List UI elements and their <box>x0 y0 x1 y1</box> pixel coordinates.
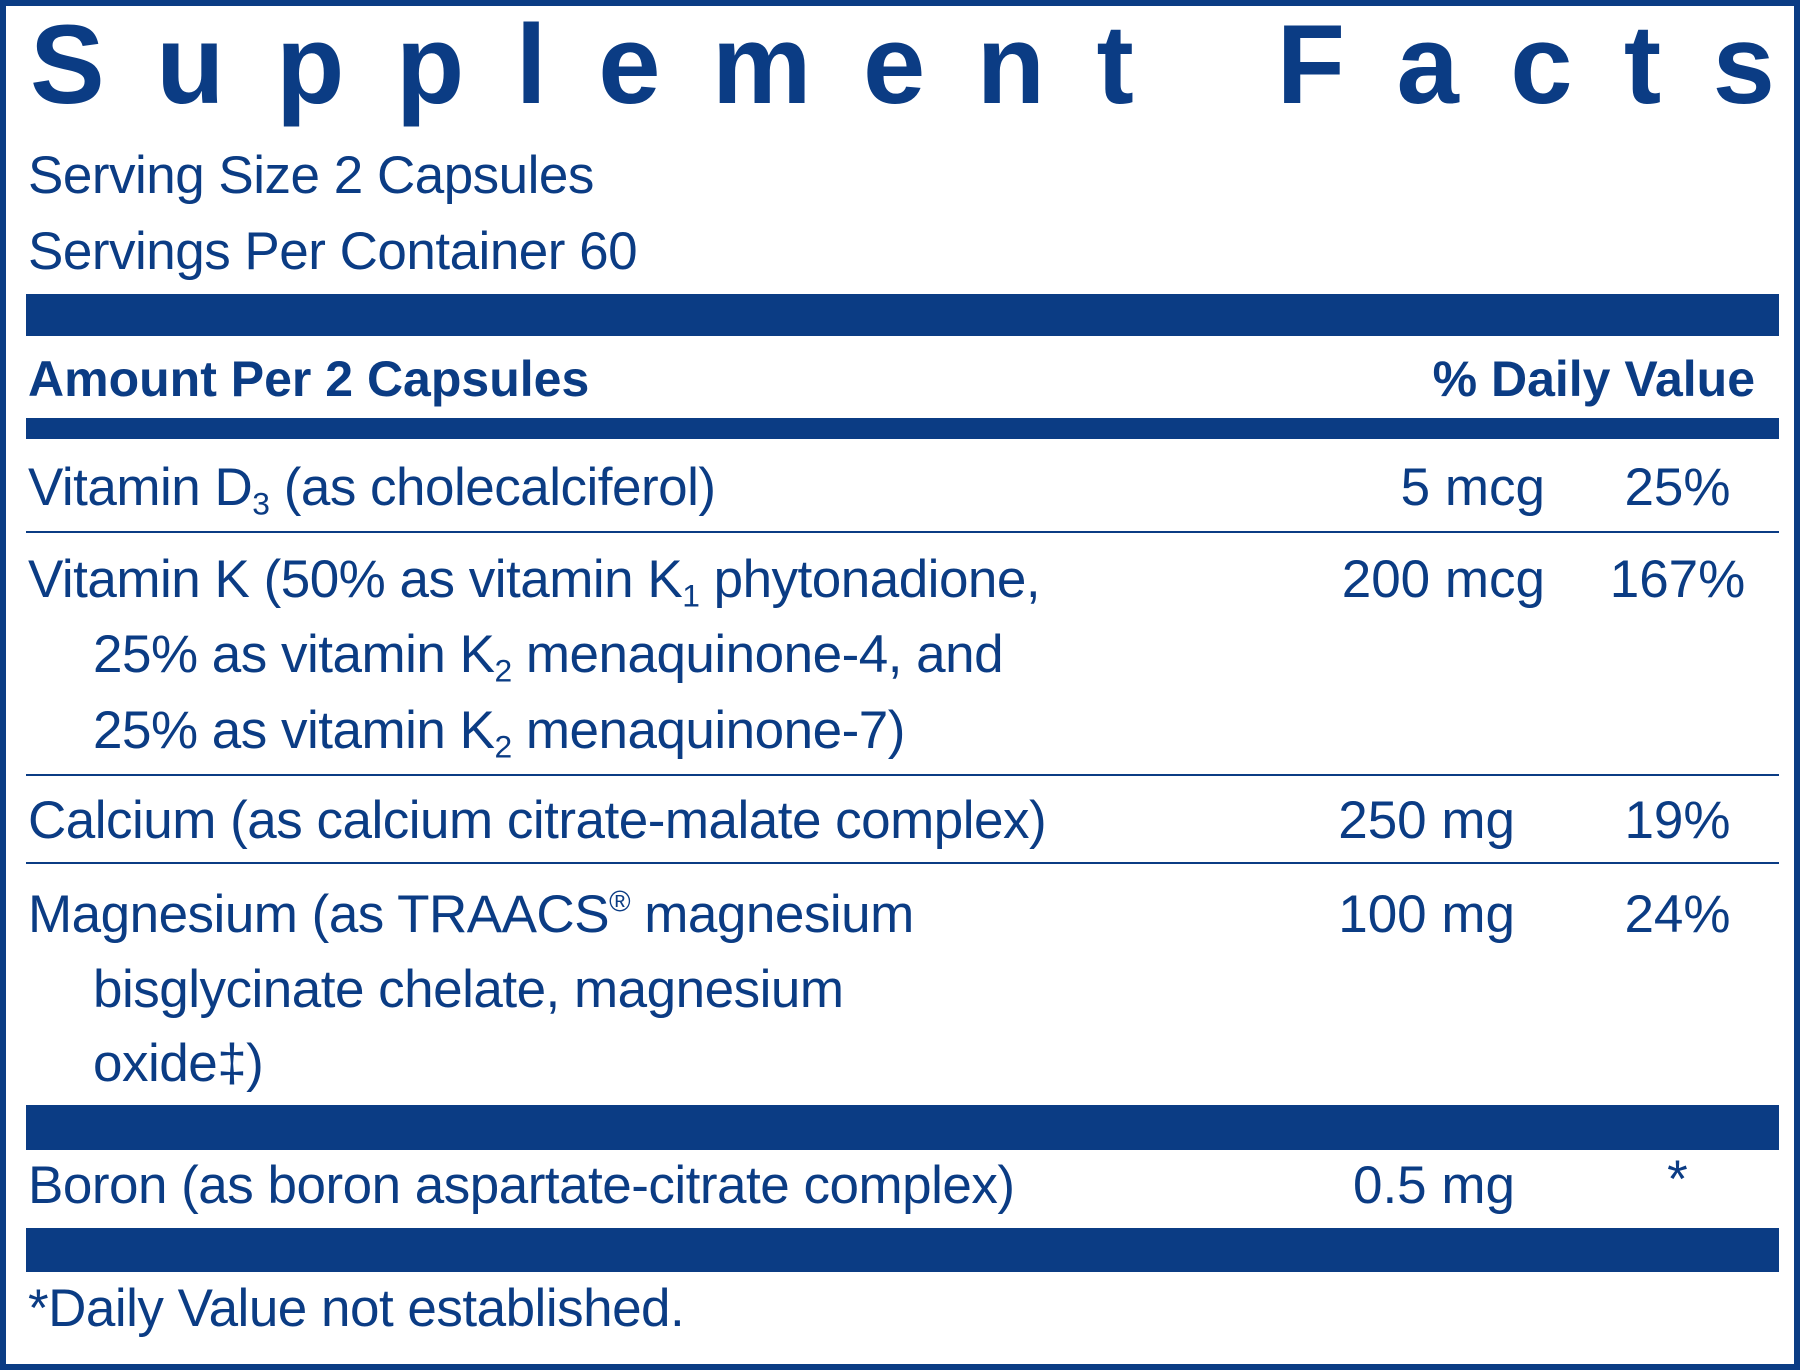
title-letter: t <box>1096 2 1134 127</box>
amount-magnesium: 100 mg <box>1338 885 1515 944</box>
nutrient-name-boron: Boron (as boron aspartate-citrate comple… <box>28 1156 1015 1215</box>
nutrient-name-vitamin-k: Vitamin K (50% as vitamin K1 phytonadion… <box>28 550 1041 614</box>
dv-vitamin-d: 25% <box>1624 458 1731 517</box>
amount-vitamin-d: 5 mcg <box>1400 458 1545 517</box>
divider-thin <box>26 862 1779 864</box>
title-letter: s <box>1712 2 1775 127</box>
amount-vitamin-k: 200 mcg <box>1341 550 1545 609</box>
nutrient-name-magnesium-line3: oxide‡) <box>93 1034 264 1093</box>
title-letter: e <box>598 2 661 127</box>
nutrient-name-vitamin-d: Vitamin D3 (as cholecalciferol) <box>28 458 716 522</box>
title-letter: e <box>862 2 926 127</box>
daily-value-header: % Daily Value <box>1432 351 1755 407</box>
title-letter: c <box>1510 2 1573 127</box>
footnote: *Daily Value not established. <box>28 1279 685 1338</box>
title-letter: t <box>1623 2 1662 127</box>
divider-thin <box>26 774 1779 776</box>
dv-calcium: 19% <box>1624 791 1731 850</box>
dv-magnesium: 24% <box>1624 885 1731 944</box>
divider-thick <box>26 294 1779 336</box>
title-letter: p <box>275 2 345 127</box>
title-letter: m <box>711 2 812 127</box>
divider-thick <box>26 1105 1779 1150</box>
divider-thin <box>26 531 1779 533</box>
title-letter: F <box>1276 2 1346 127</box>
nutrient-name-magnesium: Magnesium (as TRAACS® magnesium <box>28 885 914 944</box>
nutrient-name-calcium: Calcium (as calcium citrate-malate compl… <box>28 791 1047 850</box>
title-letter: p <box>395 2 465 127</box>
title-letter: n <box>976 2 1046 127</box>
amount-calcium: 250 mg <box>1338 791 1515 850</box>
title-letter: u <box>156 2 225 127</box>
dv-boron: * <box>1667 1150 1688 1209</box>
nutrient-name-vitamin-k-line2: 25% as vitamin K2 menaquinone-4, and <box>93 625 1004 689</box>
nutrient-name-vitamin-k-line3: 25% as vitamin K2 menaquinone-7) <box>93 701 905 765</box>
title-letter: S <box>30 2 105 127</box>
title-letter: l <box>515 2 547 127</box>
serving-size: Serving Size 2 Capsules <box>28 146 594 205</box>
amount-boron: 0.5 mg <box>1352 1156 1515 1215</box>
nutrient-name-magnesium-line2: bisglycinate chelate, magnesium <box>93 960 844 1019</box>
divider-medium <box>26 418 1779 439</box>
dv-vitamin-k: 167% <box>1609 550 1746 609</box>
title-letter: a <box>1396 2 1459 127</box>
servings-per-container: Servings Per Container 60 <box>28 222 638 281</box>
divider-thick <box>26 1228 1779 1272</box>
amount-header: Amount Per 2 Capsules <box>28 351 590 407</box>
